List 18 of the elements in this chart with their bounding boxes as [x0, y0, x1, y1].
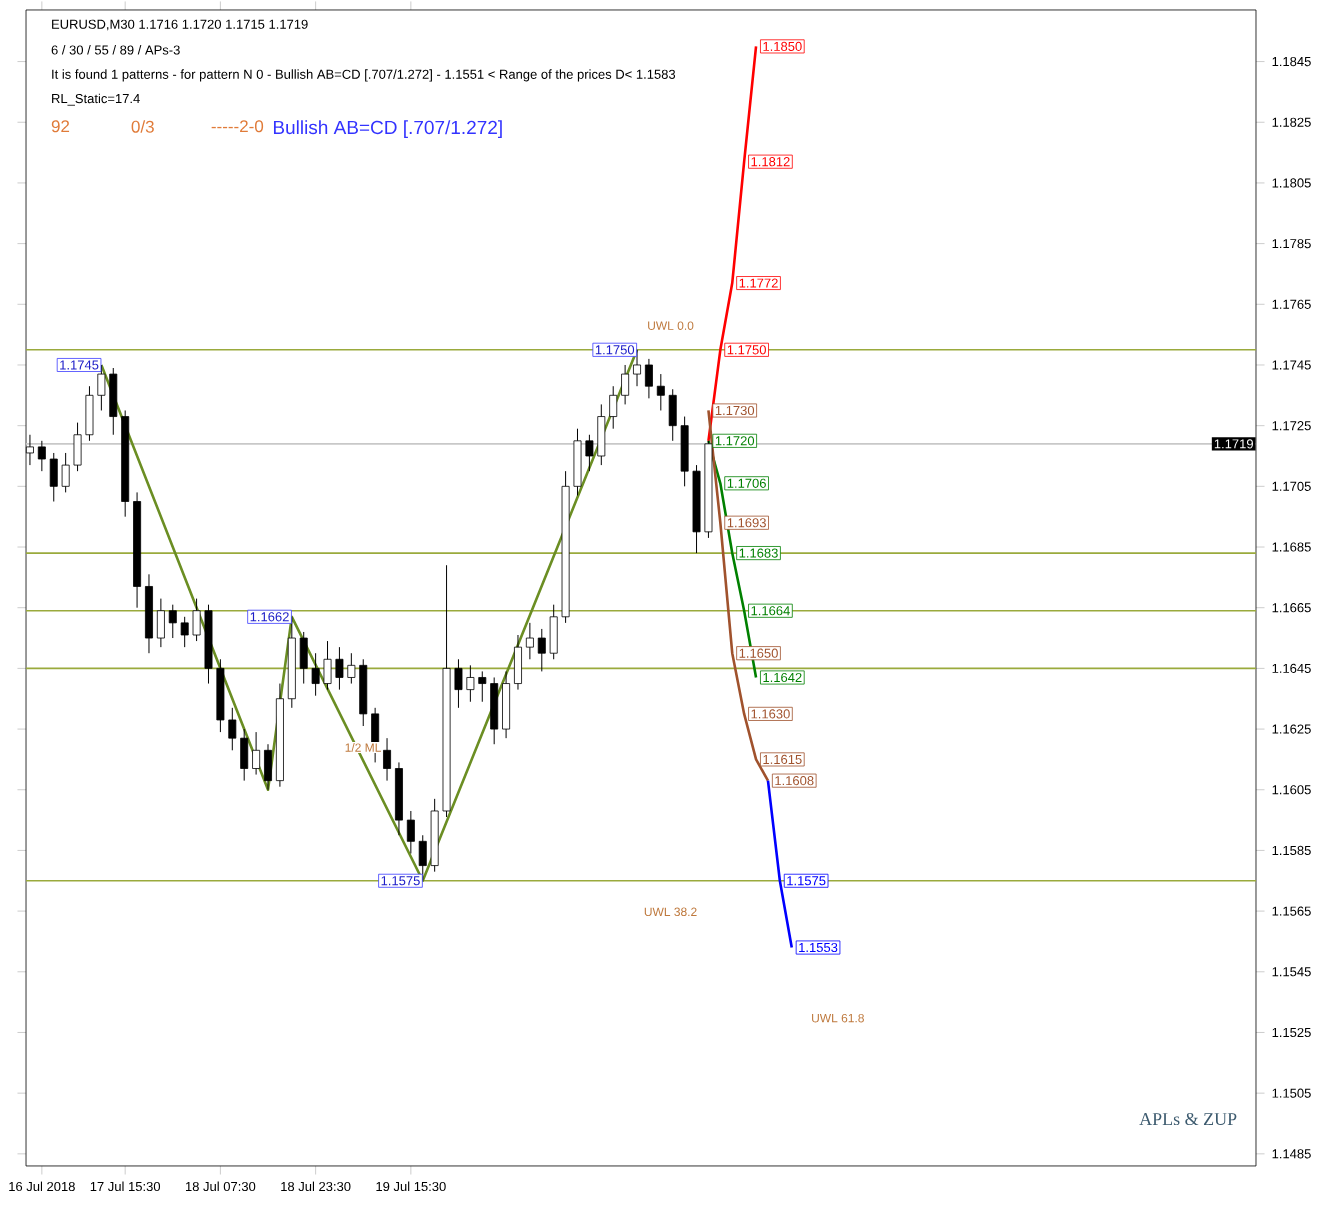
annotation: Bullish AB=CD [.707/1.272]: [273, 120, 502, 138]
candlestick: [502, 670, 511, 739]
candlestick: [621, 364, 630, 405]
candlestick: [406, 810, 415, 854]
candlestick: [644, 358, 653, 399]
candlestick: [514, 634, 522, 691]
candlestick: [264, 743, 272, 791]
candlestick: [252, 731, 261, 776]
annotation: 92: [51, 120, 70, 133]
annotation: -----2-0: [211, 120, 264, 133]
candlestick: [490, 676, 499, 745]
annotation: APLs & ZUP: [1139, 1112, 1237, 1126]
candlestick: [37, 440, 46, 472]
candlestick: [525, 622, 534, 660]
candlestick: [383, 737, 392, 782]
candlestick: [656, 373, 665, 411]
candlestick: [156, 598, 165, 648]
annotation: 0/3: [131, 120, 154, 133]
